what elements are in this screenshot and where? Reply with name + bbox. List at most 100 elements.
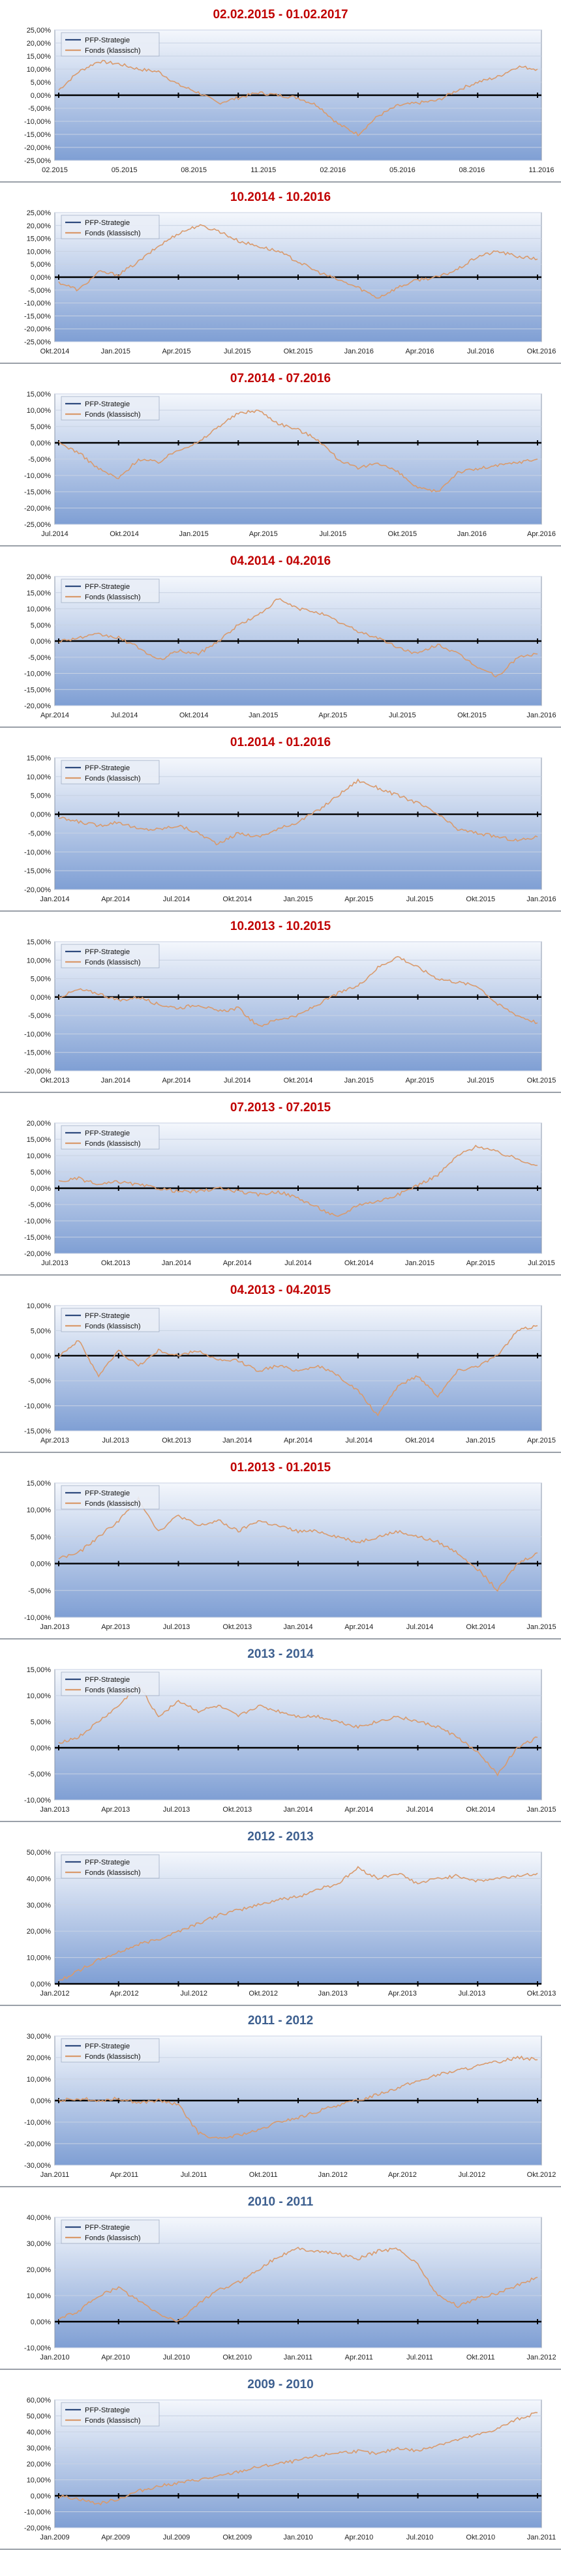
- legend-label-pfp: PFP-Strategie: [85, 764, 130, 772]
- x-tick-label: Jul.2014: [406, 1806, 434, 1814]
- y-tick-label: 20,00%: [27, 40, 52, 48]
- legend-label-fonds: Fonds (klassisch): [85, 959, 141, 966]
- y-tick-label: 10,00%: [27, 2076, 52, 2084]
- legend-label-pfp: PFP-Strategie: [85, 2043, 130, 2050]
- y-tick-label: 10,00%: [27, 1152, 52, 1160]
- x-tick-label: Apr.2012: [388, 2171, 417, 2179]
- legend-label-pfp: PFP-Strategie: [85, 948, 130, 956]
- y-tick-label: 30,00%: [27, 2445, 52, 2453]
- y-tick-label: 0,00%: [31, 2493, 51, 2500]
- x-tick-label: Jul.2014: [345, 1437, 372, 1445]
- y-tick-label: 20,00%: [27, 2461, 52, 2468]
- x-tick-label: Apr.2014: [344, 1806, 373, 1814]
- x-tick-label: Jul.2015: [389, 711, 416, 719]
- x-tick-label: Okt.2014: [344, 1259, 374, 1267]
- y-tick-label: -15,00%: [24, 488, 51, 496]
- y-tick-label: -10,00%: [24, 1030, 51, 1038]
- x-tick-label: Jan.2015: [526, 1806, 556, 1814]
- chart-title: 02.02.2015 - 01.02.2017: [213, 8, 348, 22]
- x-tick-label: Apr.2011: [345, 2354, 373, 2361]
- y-tick-label: 20,00%: [27, 2266, 52, 2274]
- x-tick-label: Apr.2011: [110, 2171, 138, 2179]
- x-tick-label: Jan.2010: [283, 2534, 312, 2541]
- y-tick-label: -10,00%: [24, 2344, 51, 2352]
- x-tick-label: Okt.2015: [457, 711, 487, 719]
- chart-svg: 10.2014 - 10.2016 25,00% 20,00% 15,00% 10,00…: [24, 190, 556, 355]
- chart-svg: 2012 - 2013 50,00% 40,00% 30,00% 20,00% 10,00…: [27, 1830, 556, 1998]
- chart-panel: 04.2013 - 04.2015 10,00% 5,00% 0,00% -5,00% -…: [0, 1276, 561, 1453]
- x-tick-label: Okt.2014: [466, 1623, 495, 1631]
- legend-box: [61, 215, 160, 239]
- x-tick-label: Okt.2011: [249, 2171, 278, 2179]
- x-tick-label: Jul.2013: [41, 1259, 68, 1267]
- x-tick-label: Jan.2009: [40, 2534, 69, 2541]
- x-tick-label: Okt.2014: [466, 1806, 495, 1814]
- x-tick-label: Jan.2013: [40, 1806, 69, 1814]
- x-tick-label: Apr.2015: [249, 530, 278, 538]
- x-tick-label: Okt.2015: [466, 895, 495, 903]
- y-tick-label: 15,00%: [27, 938, 52, 946]
- legend-label-fonds: Fonds (klassisch): [85, 230, 141, 237]
- x-tick-label: Apr.2010: [101, 2354, 130, 2361]
- x-tick-label: Okt.2014: [284, 1077, 313, 1085]
- x-tick-label: Okt.2011: [466, 2354, 495, 2361]
- x-tick-label: Jan.2016: [344, 348, 374, 355]
- legend-label-fonds: Fonds (klassisch): [85, 1686, 141, 1694]
- y-tick-label: 5,00%: [31, 79, 51, 87]
- y-tick-label: -15,00%: [24, 1428, 51, 1435]
- y-tick-label: -15,00%: [24, 686, 51, 694]
- y-tick-label: -5,00%: [28, 287, 51, 295]
- y-tick-label: -20,00%: [24, 886, 51, 894]
- y-tick-label: -20,00%: [24, 144, 51, 152]
- series-line-fonds: [58, 1866, 538, 1981]
- x-tick-label: 08.2016: [459, 166, 485, 174]
- y-tick-label: 20,00%: [27, 1928, 52, 1936]
- y-tick-label: -5,00%: [28, 1771, 51, 1778]
- y-tick-label: -20,00%: [24, 702, 51, 710]
- y-tick-label: -15,00%: [24, 1234, 51, 1242]
- x-tick-label: Jul.2014: [111, 711, 138, 719]
- legend-box: [61, 1671, 160, 1696]
- legend-box: [61, 1308, 160, 1332]
- chart-title: 10.2014 - 10.2016: [230, 190, 331, 204]
- y-tick-label: 5,00%: [31, 1718, 51, 1726]
- legend-box: [61, 760, 160, 785]
- x-tick-label: Apr.2015: [318, 711, 347, 719]
- series-line-fonds: [58, 778, 538, 846]
- x-tick-label: 05.2015: [112, 166, 138, 174]
- legend-label-pfp: PFP-Strategie: [85, 583, 130, 591]
- y-tick-label: 40,00%: [27, 2214, 52, 2222]
- x-tick-label: Apr.2014: [223, 1259, 252, 1267]
- x-tick-label: Jul.2012: [180, 1990, 207, 1998]
- x-tick-label: Okt.2012: [249, 1990, 278, 1998]
- x-tick-label: Jan.2010: [40, 2354, 69, 2361]
- x-tick-label: Apr.2009: [101, 2534, 130, 2541]
- x-tick-label: Apr.2015: [405, 1077, 434, 1085]
- y-tick-label: -25,00%: [24, 157, 51, 165]
- series-line-fonds: [58, 409, 538, 493]
- y-tick-label: -15,00%: [24, 867, 51, 875]
- series-line-fonds: [58, 1325, 538, 1416]
- x-tick-label: Okt.2014: [179, 711, 209, 719]
- legend-box: [61, 32, 160, 57]
- y-tick-label: -10,00%: [24, 1614, 51, 1622]
- y-tick-label: -15,00%: [24, 131, 51, 139]
- y-tick-label: 25,00%: [27, 27, 52, 35]
- series-line-fonds: [58, 598, 538, 678]
- chart-svg: 01.2013 - 01.2015 15,00% 10,00% 5,00% 0,00% -…: [24, 1461, 556, 1631]
- x-tick-label: Okt.2016: [527, 348, 556, 355]
- y-tick-label: -5,00%: [28, 1377, 51, 1385]
- x-tick-label: Jul.2013: [163, 1623, 190, 1631]
- legend-label-pfp: PFP-Strategie: [85, 1312, 130, 1320]
- chart-title: 2009 - 2010: [247, 2378, 313, 2391]
- x-tick-label: Jul.2015: [319, 530, 346, 538]
- chart-title: 2010 - 2011: [248, 2195, 314, 2209]
- y-tick-label: 15,00%: [27, 1666, 52, 1674]
- y-tick-label: -20,00%: [24, 1068, 51, 1075]
- x-tick-label: Jan.2015: [249, 711, 278, 719]
- y-tick-label: -5,00%: [28, 654, 51, 662]
- legend-label-pfp: PFP-Strategie: [85, 219, 130, 227]
- series-line-fonds: [58, 2412, 538, 2506]
- legend-label-pfp: PFP-Strategie: [85, 37, 130, 44]
- x-tick-label: Okt.2013: [222, 1806, 252, 1814]
